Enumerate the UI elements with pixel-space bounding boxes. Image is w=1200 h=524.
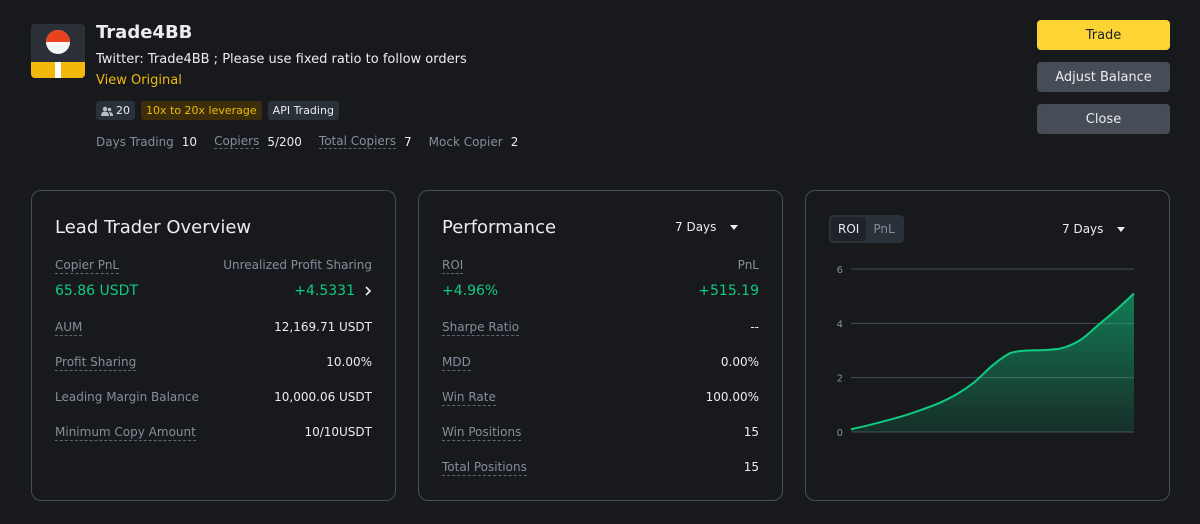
performance-period-dropdown[interactable]: 7 Days — [675, 220, 739, 234]
aum-label[interactable]: AUM — [55, 320, 83, 336]
mdd-label[interactable]: MDD — [442, 355, 471, 371]
roi-area-fill — [851, 293, 1134, 432]
view-original-link[interactable]: View Original — [96, 73, 182, 88]
stat-label: Mock Copier — [428, 134, 503, 149]
roi-value: +4.96% — [442, 283, 499, 299]
stat-value: 10 — [181, 134, 198, 149]
period-label: 7 Days — [1062, 222, 1104, 236]
roi-line — [850, 292, 1135, 431]
unrealized-profit-label: Unrealized Profit Sharing — [223, 258, 372, 272]
y-tick-label: 4 — [837, 319, 843, 330]
leverage-badge: 10x to 20x leverage — [141, 101, 262, 120]
pnl-value: +515.19 — [698, 283, 759, 299]
users-icon — [101, 106, 113, 116]
trade-button[interactable]: Trade — [1037, 20, 1170, 50]
roi-label[interactable]: ROI — [442, 258, 464, 274]
sharpe-ratio-value: -- — [750, 320, 759, 334]
caret-down-icon — [1117, 226, 1126, 232]
roi-pnl-toggle: ROI PnL — [829, 215, 904, 243]
y-tick-label: 0 — [837, 428, 843, 439]
win-positions-label[interactable]: Win Positions — [442, 425, 522, 441]
stat-days-trading: Days Trading 10 — [96, 134, 197, 149]
unrealized-profit-value: +4.5331 — [294, 283, 355, 299]
trader-stats: Days Trading 10 Copiers 5/200 Total Copi… — [96, 134, 535, 149]
copier-pnl-label[interactable]: Copier PnL — [55, 258, 120, 274]
profit-sharing-value: 10.00% — [326, 355, 372, 369]
adjust-balance-button[interactable]: Adjust Balance — [1037, 62, 1170, 92]
trader-name: Trade4BB — [96, 22, 193, 43]
y-tick-label: 2 — [837, 374, 843, 385]
total-positions-value: 15 — [743, 460, 759, 474]
stat-value: 2 — [510, 134, 519, 149]
api-trading-badge: API Trading — [267, 101, 339, 120]
toggle-roi[interactable]: ROI — [831, 217, 867, 241]
sharpe-ratio-label[interactable]: Sharpe Ratio — [442, 320, 520, 336]
win-rate-value: 100.00% — [705, 390, 759, 404]
stat-label: Days Trading — [96, 134, 174, 149]
stat-value: 7 — [404, 134, 412, 149]
followers-count: 20 — [116, 104, 130, 117]
card-title: Lead Trader Overview — [55, 217, 252, 238]
stat-copiers: Copiers 5/200 — [214, 134, 302, 149]
toggle-pnl[interactable]: PnL — [873, 222, 895, 236]
lead-trader-overview-card: Lead Trader Overview Copier PnL Unrealiz… — [31, 190, 396, 501]
pnl-label: PnL — [737, 258, 759, 272]
stat-total-copiers: Total Copiers 7 — [318, 134, 412, 149]
copier-pnl-value: 65.86 USDT — [55, 283, 138, 299]
caret-down-icon — [730, 224, 739, 230]
aum-value: 12,169.71 USDT — [274, 320, 372, 334]
min-copy-amount-label[interactable]: Minimum Copy Amount — [55, 425, 196, 441]
roi-chart-card: ROI PnL 7 Days 0 2 4 6 — [805, 190, 1170, 501]
trader-avatar — [31, 24, 85, 78]
win-positions-value: 15 — [743, 425, 759, 439]
chart-period-dropdown[interactable]: 7 Days — [1062, 222, 1126, 236]
total-positions-label[interactable]: Total Positions — [442, 460, 527, 476]
trader-tags: 20 10x to 20x leverage API Trading — [96, 101, 339, 120]
chevron-right-icon — [365, 286, 372, 296]
unrealized-profit-link[interactable]: +4.5331 — [294, 283, 372, 299]
period-label: 7 Days — [675, 220, 717, 234]
y-tick-label: 6 — [837, 265, 843, 276]
win-rate-label[interactable]: Win Rate — [442, 390, 496, 406]
stat-value: 5/200 — [267, 134, 302, 149]
avatar-illustration — [31, 24, 85, 78]
profit-sharing-label[interactable]: Profit Sharing — [55, 355, 137, 371]
followers-badge: 20 — [96, 101, 135, 120]
roi-area-chart: 0 2 4 6 — [837, 265, 1135, 439]
stat-label[interactable]: Copiers — [214, 134, 260, 149]
min-copy-amount-value: 10/10USDT — [304, 425, 372, 439]
stat-mock-copier: Mock Copier 2 — [429, 134, 519, 149]
close-button[interactable]: Close — [1037, 104, 1170, 134]
performance-card: Performance 7 Days ROI PnL +4.96% +515.1… — [418, 190, 783, 501]
leading-margin-value: 10,000.06 USDT — [274, 390, 372, 404]
trader-bio: Twitter: Trade4BB ; Please use fixed rat… — [96, 52, 467, 67]
leading-margin-label: Leading Margin Balance — [55, 390, 199, 404]
stat-label[interactable]: Total Copiers — [318, 134, 397, 149]
mdd-value: 0.00% — [720, 355, 759, 369]
card-title: Performance — [442, 217, 557, 238]
